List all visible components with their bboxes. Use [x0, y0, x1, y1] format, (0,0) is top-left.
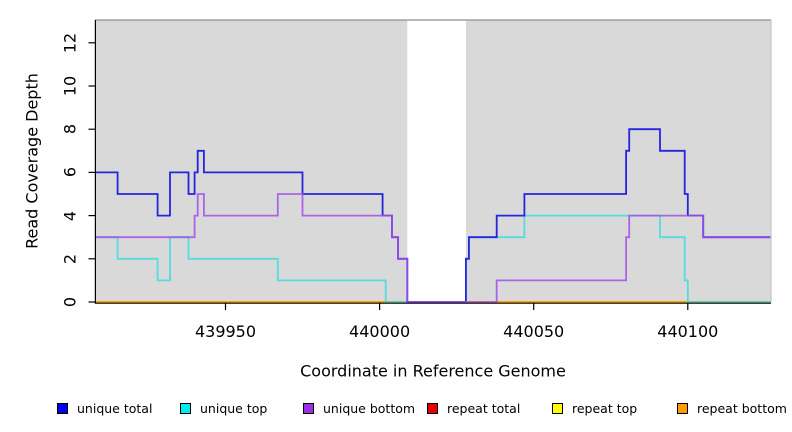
legend-label: unique total: [77, 400, 153, 416]
legend-item-repeat-bottom: repeat bottom: [677, 400, 787, 416]
y-tick-label: 0: [60, 296, 80, 308]
legend-swatch-icon: [677, 402, 688, 414]
x-tick-label: 440100: [657, 322, 719, 341]
no-data-band: [407, 20, 466, 303]
legend-label: repeat total: [447, 400, 521, 416]
y-axis-title: Read Coverage Depth: [22, 73, 42, 249]
x-tick-label: 440000: [349, 322, 411, 341]
y-tick-label: 8: [60, 124, 80, 135]
legend-item-unique-top: unique top: [180, 400, 268, 416]
legend-label: unique top: [200, 400, 268, 416]
y-tick-label: 12: [60, 32, 80, 53]
legend-item-unique-bottom: unique bottom: [303, 400, 416, 416]
y-tick-label: 2: [60, 253, 80, 264]
y-tick-label: 4: [60, 210, 80, 221]
series-line-unique-bottom: [96, 193, 771, 303]
legend-label: unique bottom: [323, 400, 416, 416]
legend-label: repeat top: [572, 400, 638, 416]
legend-swatch-icon: [303, 402, 314, 414]
legend-item-repeat-top: repeat top: [552, 400, 638, 416]
x-tick-label: 439950: [194, 322, 257, 341]
legend-swatch-icon: [552, 402, 563, 414]
y-tick-label: 6: [60, 167, 80, 178]
y-tick-label: 10: [60, 75, 80, 97]
x-axis-title: Coordinate in Reference Genome: [300, 361, 566, 381]
x-tick-label: 440050: [503, 322, 565, 341]
legend-label: repeat bottom: [697, 400, 787, 416]
legend-swatch-icon: [427, 402, 438, 414]
legend-swatch-icon: [180, 402, 191, 414]
legend-item-repeat-total: repeat total: [427, 400, 521, 416]
legend-item-unique-total: unique total: [57, 400, 153, 416]
legend-swatch-icon: [57, 402, 68, 414]
